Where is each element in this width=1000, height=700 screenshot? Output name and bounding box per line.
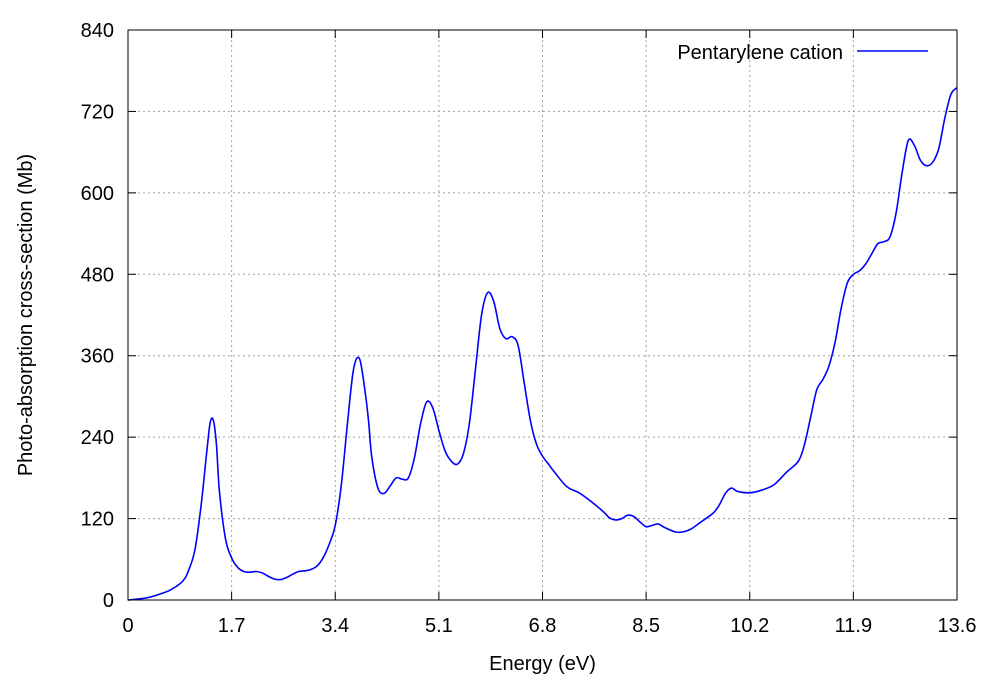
series-line bbox=[127, 87, 958, 601]
grid-lines bbox=[128, 30, 957, 600]
x-tick-label: 8.5 bbox=[632, 615, 660, 637]
x-tick-label: 11.9 bbox=[835, 615, 872, 637]
x-tick-label: 10.2 bbox=[730, 615, 769, 637]
x-tick-label: 13.6 bbox=[938, 615, 977, 637]
y-tick-labels: 0 120 240 360 480 600 720 840 bbox=[81, 20, 114, 612]
x-tick-label: 1.7 bbox=[218, 615, 246, 637]
legend: Pentarylene cation bbox=[677, 42, 928, 64]
y-tick-label: 360 bbox=[81, 346, 114, 368]
x-tick-label: 6.8 bbox=[529, 615, 557, 637]
x-tick-label: 5.1 bbox=[425, 615, 453, 637]
series-layer bbox=[127, 87, 958, 601]
y-axis-title: Photo-absorption cross-section (Mb) bbox=[15, 154, 37, 476]
x-axis-title: Energy (eV) bbox=[489, 653, 596, 675]
y-tick-label: 600 bbox=[81, 183, 114, 205]
y-tick-label: 840 bbox=[81, 20, 114, 42]
legend-label: Pentarylene cation bbox=[677, 42, 843, 64]
x-tick-label: 3.4 bbox=[321, 615, 349, 637]
x-tick-label: 0 bbox=[122, 615, 133, 637]
y-tick-label: 240 bbox=[81, 427, 114, 449]
y-tick-label: 480 bbox=[81, 264, 114, 286]
plot-border bbox=[127, 29, 958, 601]
y-tick-label: 0 bbox=[103, 590, 114, 612]
axis-ticks bbox=[127, 29, 958, 601]
y-tick-label: 120 bbox=[81, 509, 114, 531]
y-tick-label: 720 bbox=[81, 101, 114, 123]
x-tick-labels: 0 1.7 3.4 5.1 6.8 8.5 10.2 11.9 13.6 bbox=[122, 615, 976, 637]
